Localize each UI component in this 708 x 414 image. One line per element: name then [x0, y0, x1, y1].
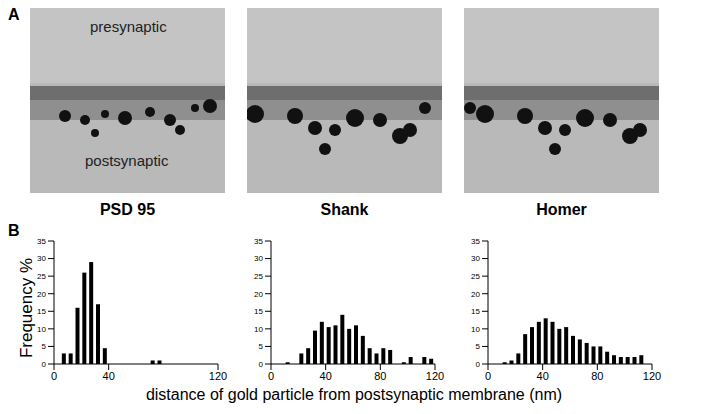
svg-text:80: 80 [374, 370, 386, 382]
svg-text:20: 20 [37, 290, 46, 299]
svg-text:25: 25 [37, 272, 46, 281]
svg-text:postsynaptic: postsynaptic [85, 152, 169, 169]
svg-text:25: 25 [471, 272, 480, 281]
svg-text:25: 25 [254, 272, 263, 281]
svg-text:15: 15 [254, 307, 263, 316]
html-text:Frequency %: Frequency % [17, 257, 36, 359]
svg-text:0: 0 [485, 370, 491, 382]
svg-text:30: 30 [471, 254, 480, 263]
svg-text:10: 10 [37, 325, 46, 334]
svg-text:20: 20 [471, 290, 480, 299]
svg-text:35: 35 [471, 237, 480, 246]
svg-text:5: 5 [259, 342, 264, 351]
svg-text:10: 10 [471, 325, 480, 334]
svg-text:120: 120 [643, 370, 661, 382]
svg-text:40: 40 [103, 370, 115, 382]
svg-text:120: 120 [426, 370, 444, 382]
svg-text:10: 10 [254, 325, 263, 334]
svg-text:5: 5 [42, 342, 47, 351]
svg-text:40: 40 [320, 370, 332, 382]
html-text:A: A [8, 6, 20, 23]
svg-text:30: 30 [254, 254, 263, 263]
svg-text:15: 15 [471, 307, 480, 316]
html-text:B: B [8, 222, 20, 239]
svg-text:0: 0 [476, 360, 481, 369]
svg-text:5: 5 [476, 342, 481, 351]
svg-text:0: 0 [51, 370, 57, 382]
svg-text:0: 0 [42, 360, 47, 369]
html-text:PSD 95: PSD 95 [99, 201, 156, 218]
svg-text:0: 0 [268, 370, 274, 382]
html-text:Shank: Shank [320, 201, 369, 218]
svg-text:30: 30 [37, 254, 46, 263]
svg-text:20: 20 [254, 290, 263, 299]
svg-text:120: 120 [209, 370, 227, 382]
svg-text:40: 40 [537, 370, 549, 382]
svg-text:0: 0 [259, 360, 264, 369]
svg-text:presynaptic: presynaptic [90, 18, 167, 35]
svg-text:35: 35 [37, 237, 46, 246]
svg-text:80: 80 [591, 370, 603, 382]
svg-text:35: 35 [254, 237, 263, 246]
svg-text:15: 15 [37, 307, 46, 316]
html-text:Homer: Homer [536, 201, 587, 218]
html-text:distance of gold particle from: distance of gold particle from postsynap… [145, 386, 563, 403]
